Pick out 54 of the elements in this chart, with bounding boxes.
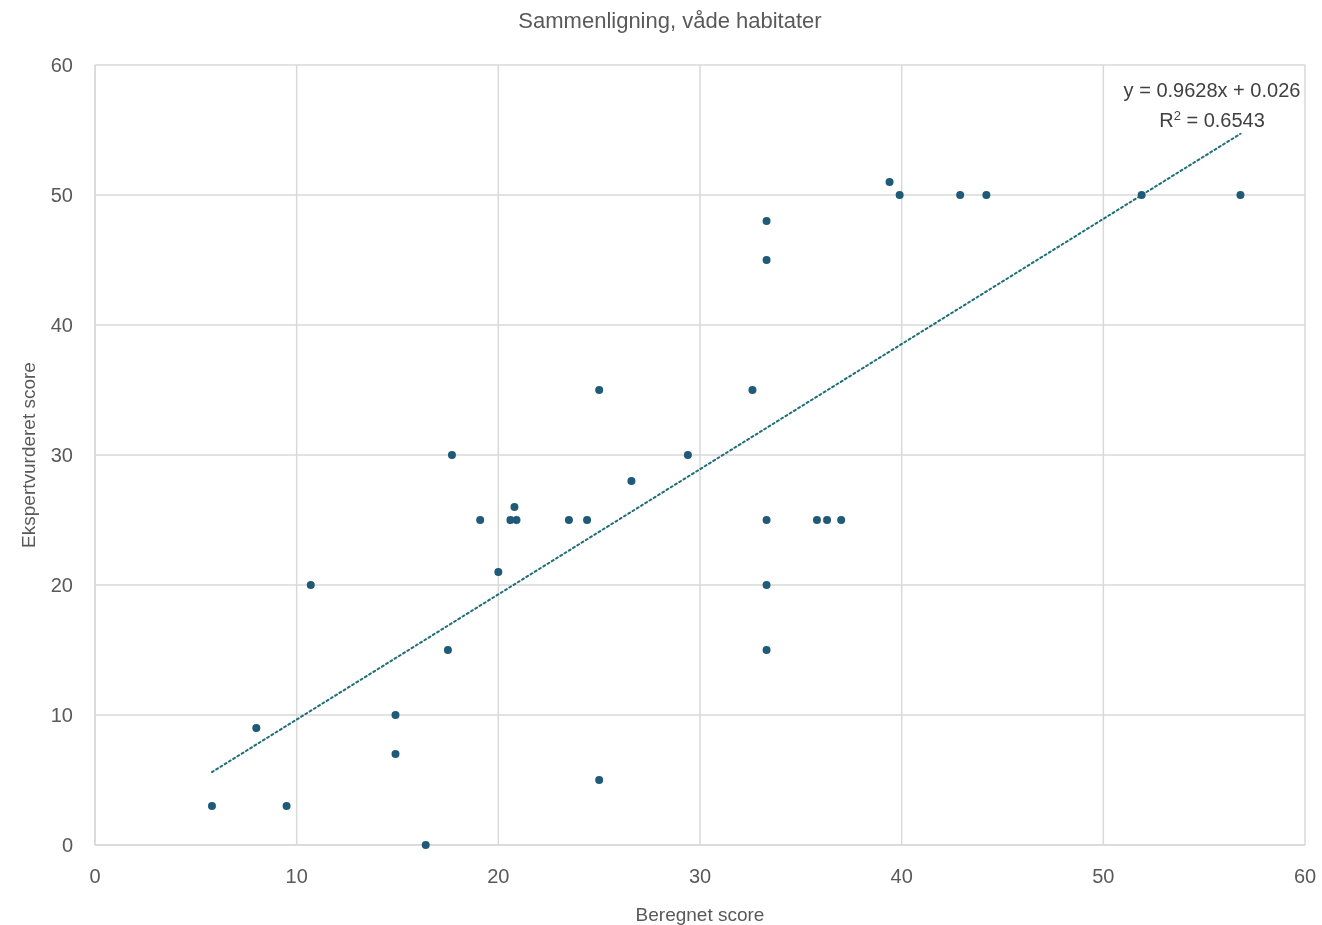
y-tick-label: 30 (50, 444, 73, 466)
point (421, 841, 430, 849)
point (683, 451, 692, 459)
point (443, 646, 452, 654)
point (982, 191, 991, 199)
y-tick-label: 0 (61, 834, 73, 856)
x-tick-label: 50 (1092, 865, 1115, 887)
point (207, 802, 216, 810)
point (762, 581, 771, 589)
point (748, 386, 757, 394)
point (762, 516, 771, 524)
point (823, 516, 832, 524)
point (956, 191, 965, 199)
point (627, 477, 636, 485)
point (252, 724, 261, 732)
y-tick-label: 50 (50, 184, 73, 206)
x-tick-label: 20 (487, 865, 510, 887)
y-tick-label: 60 (50, 54, 73, 76)
point (812, 516, 821, 524)
point (837, 516, 846, 524)
point (762, 256, 771, 264)
point (494, 568, 503, 576)
chart-title: Sammenligning, våde habitater (518, 8, 822, 33)
x-tick-label: 10 (285, 865, 308, 887)
y-axis-title: Ekspertvurderet score (18, 362, 39, 548)
point (762, 217, 771, 225)
point (447, 451, 456, 459)
point (282, 802, 291, 810)
point (1236, 191, 1245, 199)
x-tick-label: 40 (890, 865, 913, 887)
x-tick-label: 30 (688, 865, 712, 887)
annotation: R$^{2}$ = 0.6543 (1159, 107, 1265, 131)
point (885, 178, 894, 186)
x-tick-label: 60 (1293, 865, 1317, 887)
y-tick-label: 10 (50, 704, 73, 726)
point (476, 516, 485, 524)
point (595, 776, 604, 784)
point (583, 516, 592, 524)
x-axis-title: Beregnet score (635, 904, 765, 925)
y-tick-label: 40 (50, 314, 73, 336)
point (762, 646, 771, 654)
x-tick-label: 0 (89, 865, 101, 887)
point (564, 516, 573, 524)
point (506, 516, 515, 524)
point (512, 516, 521, 524)
annotation: y = 0.9628x + 0.026 (1123, 79, 1301, 101)
point (391, 750, 400, 758)
y-tick-label: 20 (50, 574, 73, 596)
point (895, 191, 904, 199)
point (1137, 191, 1146, 199)
point (306, 581, 315, 589)
point (595, 386, 604, 394)
point (510, 503, 519, 511)
point (391, 711, 400, 719)
